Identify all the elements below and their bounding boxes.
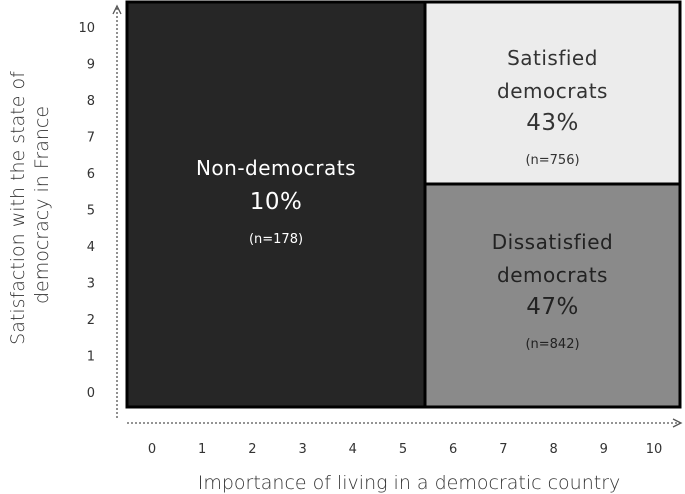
regions: Non-democrats 10% (n=178) Satisfied democrat… bbox=[125, 0, 682, 409]
x-tick-label-7: 7 bbox=[499, 442, 507, 457]
y-tick-label-1: 1 bbox=[87, 350, 95, 365]
region-label-dissatisfied-democrats-line-2: democrats bbox=[497, 263, 608, 287]
region-dissatisfied-democrats: Dissatisfied democrats 47% (n=842) bbox=[423, 182, 682, 409]
y-tick-label-4: 4 bbox=[87, 240, 95, 255]
y-tick-label-2: 2 bbox=[87, 313, 95, 328]
y-tick-label-6: 6 bbox=[87, 167, 95, 182]
region-label-non-democrats-line-1: Non-democrats bbox=[196, 156, 356, 180]
y-tick-label-9: 9 bbox=[87, 58, 95, 73]
y-tick-label-0: 0 bbox=[87, 386, 95, 401]
x-tick-labels: 0 1 2 3 4 5 6 7 8 9 10 bbox=[148, 442, 662, 457]
y-tick-label-8: 8 bbox=[87, 94, 95, 109]
region-n-satisfied-democrats: (n=756) bbox=[525, 153, 579, 168]
x-tick-label-9: 9 bbox=[600, 442, 608, 457]
y-axis-title-line-1: Satisfaction with the state of bbox=[7, 71, 29, 345]
x-tick-label-8: 8 bbox=[549, 442, 557, 457]
region-percent-dissatisfied-democrats: 47% bbox=[526, 294, 579, 320]
x-tick-label-4: 4 bbox=[349, 442, 357, 457]
y-tick-label-3: 3 bbox=[87, 277, 95, 292]
x-axis-title: Importance of living in a democratic cou… bbox=[198, 472, 621, 494]
y-tick-labels: 0 1 2 3 4 5 6 7 8 9 10 bbox=[78, 21, 95, 401]
y-tick-label-10: 10 bbox=[78, 21, 95, 36]
region-box-dissatisfied-democrats bbox=[423, 182, 682, 409]
x-tick-label-0: 0 bbox=[148, 442, 156, 457]
x-tick-label-10: 10 bbox=[646, 442, 663, 457]
x-tick-label-5: 5 bbox=[399, 442, 407, 457]
region-box-satisfied-democrats bbox=[423, 0, 682, 186]
region-label-satisfied-democrats-line-2: democrats bbox=[497, 79, 608, 103]
region-percent-non-democrats: 10% bbox=[250, 189, 303, 215]
x-tick-label-1: 1 bbox=[198, 442, 206, 457]
y-axis-title-line-2: democracy in France bbox=[31, 106, 53, 304]
x-axis-arrow bbox=[127, 418, 683, 428]
region-satisfied-democrats: Satisfied democrats 43% (n=756) bbox=[423, 0, 682, 186]
y-tick-label-5: 5 bbox=[87, 204, 95, 219]
region-label-dissatisfied-democrats-line-1: Dissatisfied bbox=[492, 230, 613, 254]
y-axis-title: Satisfaction with the state of democracy… bbox=[7, 65, 53, 345]
region-percent-satisfied-democrats: 43% bbox=[526, 110, 579, 136]
y-axis-arrow bbox=[112, 4, 122, 418]
y-tick-label-7: 7 bbox=[87, 131, 95, 146]
region-n-dissatisfied-democrats: (n=842) bbox=[525, 337, 579, 352]
region-label-satisfied-democrats-line-1: Satisfied bbox=[507, 46, 598, 70]
x-tick-label-3: 3 bbox=[298, 442, 306, 457]
region-n-non-democrats: (n=178) bbox=[249, 232, 303, 247]
x-tick-label-6: 6 bbox=[449, 442, 457, 457]
x-tick-label-2: 2 bbox=[248, 442, 256, 457]
region-non-democrats: Non-democrats 10% (n=178) bbox=[125, 0, 427, 409]
region-box-non-democrats bbox=[125, 0, 427, 409]
